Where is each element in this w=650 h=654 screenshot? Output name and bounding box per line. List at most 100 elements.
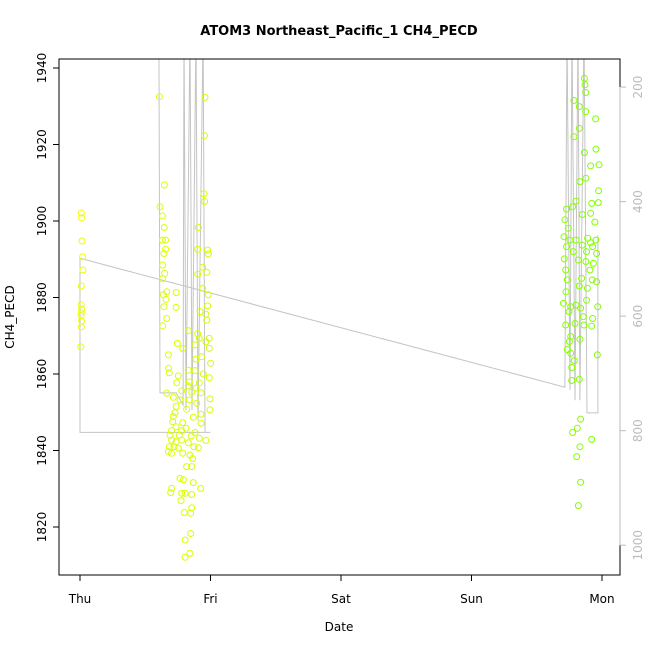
x-axis-label: Date — [325, 620, 354, 634]
y-axis-label: CH4_PECD — [3, 285, 17, 348]
data-point — [179, 449, 187, 457]
data-point — [580, 149, 588, 156]
data-point — [187, 509, 195, 517]
data-point — [594, 199, 602, 207]
data-point — [176, 474, 184, 482]
data-point — [577, 415, 585, 423]
data-point — [156, 203, 164, 211]
data-point — [184, 327, 192, 335]
data-point — [572, 236, 580, 244]
data-point — [569, 203, 577, 211]
data-point — [205, 374, 213, 382]
data-point — [192, 355, 200, 363]
data-point — [173, 339, 181, 347]
data-point — [158, 212, 166, 220]
data-point — [593, 351, 601, 359]
data-point — [194, 330, 202, 338]
x-tick-label: Sat — [331, 592, 351, 606]
data-point — [189, 455, 197, 462]
data-point — [592, 115, 600, 123]
y2-axis: 200 400 600 800 1000 — [619, 76, 645, 560]
data-point — [181, 536, 189, 544]
data-point — [589, 259, 597, 267]
data-point — [582, 174, 590, 182]
data-point — [158, 236, 166, 244]
data-point — [172, 303, 180, 311]
data-point — [575, 124, 583, 132]
data-point — [560, 233, 568, 241]
data-point — [176, 396, 184, 404]
data-point — [563, 205, 571, 213]
data-point — [205, 334, 213, 342]
data-point — [170, 443, 178, 451]
data-point — [185, 396, 193, 404]
data-point — [184, 439, 192, 447]
data-point — [194, 245, 202, 253]
y-tick-label: 1900 — [35, 206, 49, 237]
data-point — [197, 389, 205, 397]
data-point — [188, 388, 196, 396]
data-point — [587, 239, 595, 247]
data-point — [168, 427, 176, 435]
y-tick-label: 1860 — [35, 359, 49, 390]
data-point — [592, 236, 600, 244]
y-tick-label: 1840 — [35, 435, 49, 466]
data-point — [200, 132, 208, 140]
data-point — [205, 344, 213, 352]
data-point — [193, 399, 201, 407]
data-point — [194, 270, 202, 278]
data-point — [185, 378, 193, 386]
data-point — [160, 303, 168, 311]
data-point — [168, 484, 176, 492]
data-point — [577, 478, 585, 486]
data-point — [177, 497, 185, 505]
data-point — [169, 418, 177, 426]
data-point — [168, 436, 176, 444]
data-point — [588, 322, 596, 330]
pressure-trace-line — [79, 59, 599, 433]
data-point — [201, 198, 209, 205]
data-point — [562, 266, 570, 274]
data-point — [163, 315, 171, 322]
data-point — [195, 379, 203, 387]
data-point — [174, 372, 182, 380]
data-point — [165, 443, 173, 451]
data-point — [204, 246, 212, 254]
data-point — [173, 379, 181, 387]
data-point — [194, 444, 202, 452]
data-point — [568, 364, 576, 371]
data-point — [574, 502, 582, 510]
data-point — [77, 309, 85, 317]
data-point — [576, 178, 584, 186]
data-point — [581, 81, 589, 89]
data-point — [576, 443, 584, 451]
data-point — [79, 266, 87, 274]
data-point — [202, 338, 210, 346]
y-tick-label: 1880 — [35, 282, 49, 313]
data-point — [167, 489, 175, 497]
y-tick-label: 1820 — [35, 512, 49, 543]
data-point — [561, 216, 569, 224]
data-point — [78, 237, 86, 245]
data-point — [564, 224, 572, 232]
data-point — [77, 301, 85, 309]
data-point — [181, 553, 189, 561]
y-axis: 1820 1840 1860 1880 1900 1920 1940 — [35, 53, 60, 543]
x-tick-label: Mon — [589, 592, 614, 606]
data-point — [192, 384, 200, 392]
data-point — [190, 443, 198, 451]
data-point — [570, 97, 578, 104]
data-point — [164, 351, 172, 359]
y2-tick-label: 200 — [631, 76, 645, 99]
data-point — [186, 549, 194, 557]
data-point — [582, 258, 590, 265]
data-point — [196, 308, 204, 316]
data-point — [582, 108, 590, 116]
x-tick-label: Thu — [68, 592, 92, 606]
data-point — [571, 320, 579, 327]
data-point — [79, 253, 87, 261]
data-point — [178, 489, 186, 497]
data-point — [199, 284, 207, 292]
data-point — [180, 509, 188, 516]
data-point — [588, 199, 596, 207]
